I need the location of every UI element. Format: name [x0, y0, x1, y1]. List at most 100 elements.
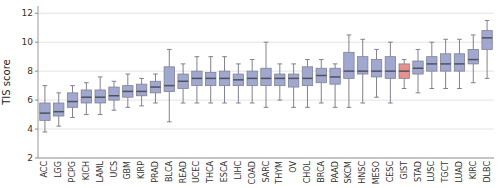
y-tick-label: 4 — [27, 124, 33, 134]
lower-cap — [471, 82, 476, 83]
lower-whisker — [100, 103, 101, 115]
x-tick-label: STAD — [414, 161, 423, 182]
y-axis: 24681012 — [22, 6, 494, 163]
upper-whisker — [362, 39, 363, 56]
median-line — [413, 67, 423, 69]
upper-whisker — [335, 64, 336, 68]
box — [136, 84, 146, 96]
upper-whisker — [114, 81, 115, 87]
lower-cap — [125, 107, 130, 108]
x-tick-label: KICH — [82, 161, 91, 180]
upper-cap — [167, 49, 172, 50]
x-tick-label: OV — [289, 160, 298, 172]
upper-cap — [402, 59, 407, 60]
x-tick-label: SKCM — [344, 161, 353, 183]
lower-whisker — [335, 84, 336, 107]
x-tick-label: LGG — [54, 161, 63, 178]
box — [54, 103, 64, 116]
box-plot — [123, 74, 133, 107]
median-line — [219, 78, 229, 80]
box — [316, 68, 326, 82]
upper-whisker — [183, 64, 184, 74]
box — [344, 52, 354, 78]
x-tick-label: TGCT — [441, 161, 450, 184]
lower-cap — [485, 78, 490, 79]
lower-whisker — [252, 86, 253, 103]
box-plot — [371, 49, 381, 97]
lower-whisker — [473, 64, 474, 83]
lower-cap — [222, 102, 227, 103]
upper-cap — [236, 63, 241, 64]
box-plot — [358, 39, 368, 103]
x-tick-label: MESO — [372, 161, 381, 184]
box — [358, 57, 368, 74]
median-line — [67, 101, 77, 103]
median-line — [468, 59, 478, 61]
upper-cap — [416, 49, 421, 50]
upper-whisker — [293, 64, 294, 74]
upper-whisker — [155, 74, 156, 81]
box-plot — [385, 42, 395, 103]
box — [454, 54, 464, 71]
upper-whisker — [321, 60, 322, 69]
median-line — [233, 79, 243, 81]
lower-whisker — [196, 86, 197, 103]
upper-whisker — [196, 57, 197, 71]
x-tick-label: GIST — [400, 161, 409, 180]
upper-whisker — [127, 74, 128, 86]
grid-line — [38, 42, 494, 43]
lower-whisker — [348, 78, 349, 107]
upper-whisker — [266, 42, 267, 68]
box — [247, 71, 257, 85]
upper-whisker — [431, 42, 432, 56]
x-tick-label: ACC — [40, 161, 49, 178]
y-tick-label: 2 — [27, 153, 33, 163]
upper-whisker — [238, 64, 239, 74]
lower-cap — [360, 102, 365, 103]
median-line — [95, 96, 105, 98]
median-line — [482, 37, 492, 39]
grid-line — [38, 13, 494, 14]
box-plot — [468, 35, 478, 83]
lower-cap — [112, 110, 117, 111]
lower-cap — [429, 88, 434, 89]
box-plot — [95, 77, 105, 115]
upper-cap — [388, 42, 393, 43]
lower-cap — [264, 107, 269, 108]
upper-cap — [153, 74, 158, 75]
grid-line — [38, 129, 494, 130]
box-plot — [261, 42, 271, 107]
box-plot — [247, 60, 257, 103]
lower-cap — [181, 102, 186, 103]
box — [81, 90, 91, 103]
median-line — [81, 96, 91, 98]
upper-whisker — [418, 49, 419, 61]
upper-cap — [125, 74, 130, 75]
x-tick-label: LUSC — [427, 161, 436, 182]
upper-cap — [250, 59, 255, 60]
box-plot — [150, 74, 160, 103]
box-plot — [288, 64, 298, 107]
box-plot — [413, 49, 423, 92]
median-line — [206, 78, 216, 80]
box-plot — [40, 86, 50, 132]
upper-whisker — [376, 49, 377, 59]
box — [399, 64, 409, 78]
lower-cap — [374, 97, 379, 98]
median-line — [164, 85, 174, 87]
box-plot — [67, 86, 77, 118]
lower-whisker — [293, 87, 294, 107]
upper-cap — [471, 34, 476, 35]
upper-cap — [277, 63, 282, 64]
box-plot — [109, 81, 119, 110]
chart: 24681012TIS scoreACCLGGPCPGKICHLAMLUCSGB… — [0, 0, 500, 188]
lower-cap — [84, 114, 89, 115]
upper-cap — [360, 39, 365, 40]
lower-cap — [236, 102, 241, 103]
median-line — [275, 78, 285, 80]
lower-cap — [402, 88, 407, 89]
lower-whisker — [390, 78, 391, 103]
lower-cap — [291, 107, 296, 108]
lower-whisker — [141, 96, 142, 106]
box — [302, 67, 312, 86]
